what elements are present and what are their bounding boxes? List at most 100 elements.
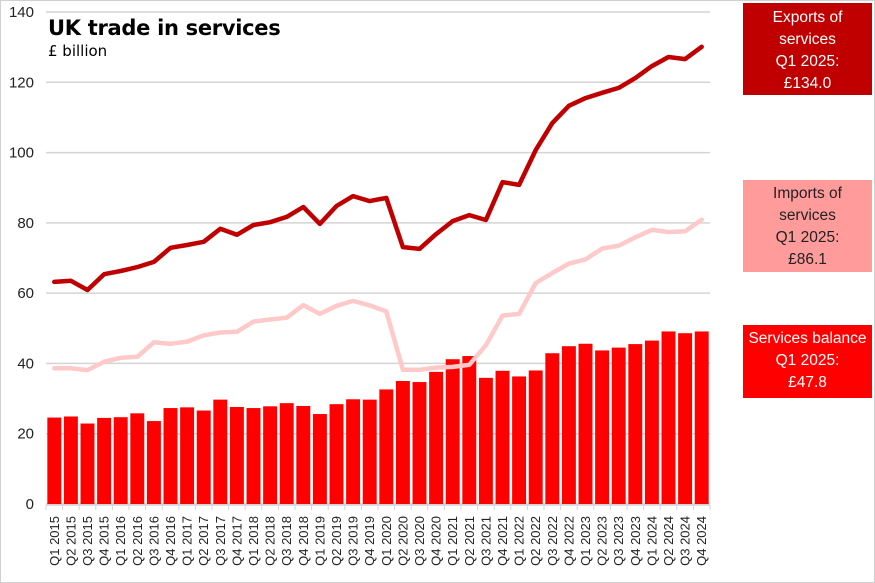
- callout-line: Q1 2025:: [775, 229, 840, 246]
- x-tick-label: Q2 2022: [528, 516, 543, 566]
- balance-bar: [478, 377, 493, 504]
- balance-bar: [545, 353, 560, 504]
- x-tick-label: Q1 2018: [246, 516, 261, 566]
- x-tick-label: Q3 2017: [213, 516, 228, 566]
- x-tick-label: Q1 2023: [578, 516, 593, 566]
- balance-bar: [395, 381, 410, 504]
- balance-bar: [462, 356, 477, 504]
- balance-bar: [146, 421, 161, 504]
- balance-bar: [329, 404, 344, 504]
- x-tick-label: Q4 2022: [561, 516, 576, 566]
- x-tick-label: Q3 2015: [80, 516, 95, 566]
- balance-bar: [445, 359, 460, 504]
- balance-bar: [578, 343, 593, 504]
- balance-bar: [512, 376, 527, 504]
- x-tick-label: Q1 2020: [379, 516, 394, 566]
- x-tick-label: Q2 2019: [329, 516, 344, 566]
- balance-bar: [362, 399, 377, 504]
- balance-bar: [412, 382, 427, 504]
- x-tick-label: Q2 2017: [196, 516, 211, 566]
- balance-bar: [97, 417, 112, 504]
- balance-bar: [63, 416, 78, 504]
- balance-bar: [196, 410, 211, 504]
- callout-value: £134.0: [783, 75, 832, 92]
- balance-bar: [595, 350, 610, 504]
- x-tick-label: Q1 2019: [312, 516, 327, 566]
- y-tick-label: 60: [17, 285, 34, 302]
- x-tick-label: Q2 2015: [63, 516, 78, 566]
- callout-line: Services balance: [748, 330, 867, 347]
- series-lines: [52, 44, 704, 373]
- x-tick-label: Q1 2021: [445, 516, 460, 566]
- x-tick-label: Q4 2023: [628, 516, 643, 566]
- callout-value: £86.1: [788, 251, 827, 268]
- balance-bar: [312, 414, 327, 504]
- x-tick-label: Q3 2022: [545, 516, 560, 566]
- x-tick-label: Q2 2024: [661, 516, 676, 566]
- balance-bar: [628, 344, 643, 504]
- callout-line: services: [779, 31, 836, 48]
- y-tick-label: 80: [17, 215, 34, 232]
- imports-line: [52, 217, 704, 373]
- y-axis-ticks: 0 20 40 60 80 100 120 140: [9, 4, 34, 513]
- x-tick-label: Q4 2021: [495, 516, 510, 566]
- x-tick-label: Q2 2018: [263, 516, 278, 566]
- x-tick-label: Q3 2020: [412, 516, 427, 566]
- y-tick-label: 100: [9, 145, 34, 162]
- x-tick-label: Q2 2020: [395, 516, 410, 566]
- x-axis: Q1 2015 Q2 2015 Q3 2015 Q4 2015 Q1 2016 Q2 20…: [45, 504, 711, 566]
- balance-bar: [694, 331, 709, 504]
- y-tick-label: 120: [9, 74, 34, 91]
- y-tick-label: 20: [17, 426, 34, 443]
- balance-callout: Services balance Q1 2025: £47.8: [743, 325, 872, 398]
- balance-bar: [644, 340, 659, 504]
- x-tick-label: Q3 2023: [611, 516, 626, 566]
- callout-line: Q1 2025:: [775, 352, 840, 369]
- x-tick-label: Q4 2020: [429, 516, 444, 566]
- x-tick-label: Q3 2019: [346, 516, 361, 566]
- x-tick-label: Q4 2016: [163, 516, 178, 566]
- x-tick-label: Q1 2017: [180, 516, 195, 566]
- x-tick-label: Q3 2021: [478, 516, 493, 566]
- balance-bar: [346, 399, 361, 504]
- balance-bar: [379, 389, 394, 504]
- balance-bars: [47, 331, 709, 504]
- balance-bar: [279, 403, 294, 504]
- imports-callout: Imports of services Q1 2025: £86.1: [743, 180, 872, 272]
- balance-bar: [495, 370, 510, 504]
- callout-line: Q1 2025:: [775, 53, 840, 70]
- balance-bar: [47, 417, 62, 504]
- exports-callout: Exports of services Q1 2025: £134.0: [743, 3, 872, 95]
- balance-bar: [661, 331, 676, 504]
- chart-subtitle: £ billion: [48, 42, 108, 60]
- y-tick-label: 140: [9, 4, 34, 21]
- x-tick-label: Q2 2016: [130, 516, 145, 566]
- x-tick-label: Q2 2021: [462, 516, 477, 566]
- x-tick-label: Q4 2019: [362, 516, 377, 566]
- balance-bar: [180, 407, 195, 504]
- balance-bar: [528, 370, 543, 504]
- balance-bar: [213, 399, 228, 504]
- callout-line: Exports of: [772, 9, 843, 26]
- balance-bar: [113, 417, 128, 504]
- balance-bar: [561, 346, 576, 504]
- callout-line: Imports of: [773, 185, 842, 202]
- x-tick-label: Q2 2023: [595, 516, 610, 566]
- exports-line: [52, 44, 704, 293]
- x-tick-label: Q4 2018: [296, 516, 311, 566]
- callout-value: £47.8: [788, 374, 827, 391]
- balance-bar: [263, 406, 278, 504]
- balance-bar: [246, 408, 261, 504]
- balance-bar: [80, 423, 95, 504]
- x-tick-label: Q1 2022: [512, 516, 527, 566]
- balance-bar: [229, 407, 244, 504]
- x-tick-label: Q4 2024: [694, 516, 709, 566]
- callout-line: services: [779, 207, 836, 224]
- x-tick-label: Q1 2015: [47, 516, 62, 566]
- x-tick-label: Q4 2015: [97, 516, 112, 566]
- balance-bar: [296, 405, 311, 504]
- y-tick-label: 0: [26, 496, 34, 513]
- gridlines: [46, 11, 710, 505]
- y-tick-label: 40: [17, 355, 34, 372]
